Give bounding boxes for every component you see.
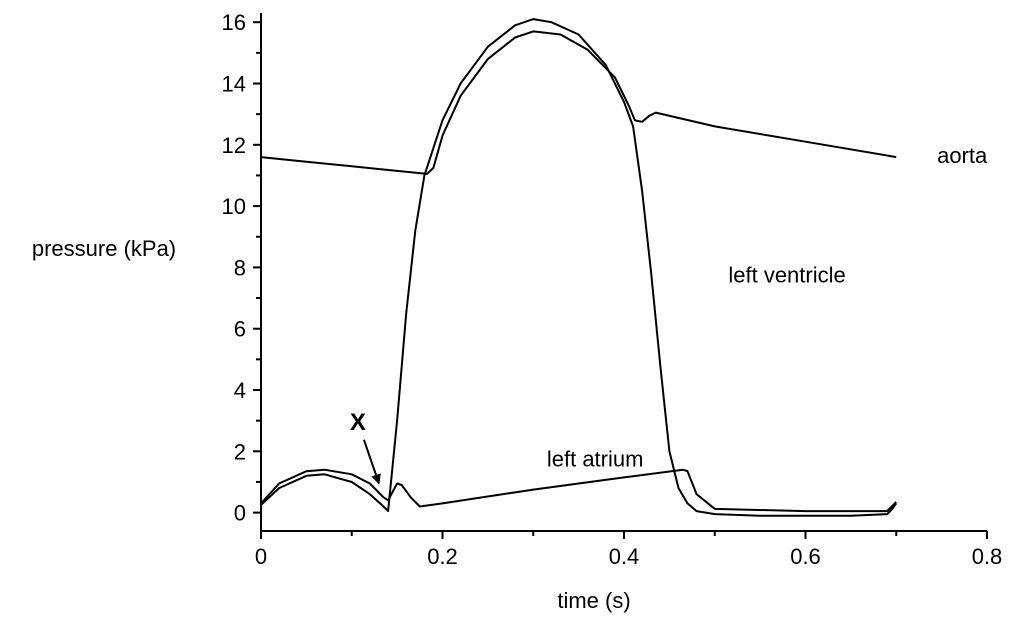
x-tick-label: 0.6 (790, 544, 821, 569)
y-tick-label: 16 (222, 10, 246, 35)
x-tick-label: 0.4 (609, 544, 640, 569)
aorta-line (260, 30, 897, 175)
y-tick-label: 4 (234, 378, 246, 403)
left-atrium-line (260, 468, 897, 513)
x-tick-label: 0.8 (972, 544, 1003, 569)
y-tick-label: 12 (222, 133, 246, 158)
annotation-arrow (362, 439, 381, 485)
x-tick-label: 0.2 (427, 544, 458, 569)
x-axis-label: time (s) (557, 588, 630, 613)
x-ticks: 0 0.2 0.4 0.6 0.8 (255, 531, 1002, 569)
x-tick-label: 0 (255, 544, 267, 569)
series-layer (260, 18, 898, 517)
y-tick-label: 14 (222, 71, 246, 96)
annotation-left-ventricle: left ventricle (728, 263, 845, 288)
annotation-x: X (350, 409, 366, 436)
left-ventricle-line (260, 18, 898, 517)
y-ticks: 0 2 4 6 8 10 12 14 16 (222, 10, 261, 526)
axes: 0 0.2 0.4 0.6 0.8 0 2 4 6 8 10 12 14 16 (222, 10, 1003, 569)
y-tick-label: 10 (222, 194, 246, 219)
annotation-left-atrium: left atrium (547, 447, 644, 472)
annotations: aorta left ventricle left atrium X (350, 143, 988, 485)
annotation-aorta: aorta (937, 143, 988, 168)
y-tick-label: 2 (234, 439, 246, 464)
y-tick-label: 6 (234, 317, 246, 342)
y-tick-label: 0 (234, 501, 246, 526)
y-axis-label: pressure (kPa) (32, 236, 176, 261)
y-tick-label: 8 (234, 255, 246, 280)
